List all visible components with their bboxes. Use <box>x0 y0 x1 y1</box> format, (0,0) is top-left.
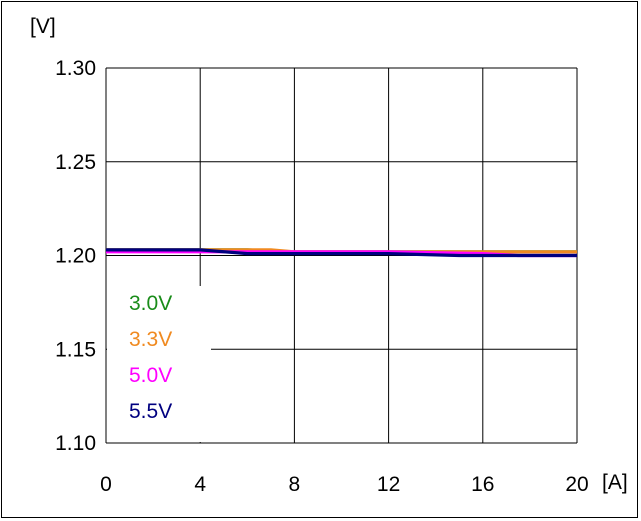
x-tick-label-4: 4 <box>194 473 206 496</box>
series-lines <box>106 248 577 258</box>
x-tick-label-12: 12 <box>377 473 400 496</box>
x-tick-label-16: 16 <box>471 473 494 496</box>
legend: 3.0V 3.3V 5.0V 5.5V <box>129 292 172 423</box>
x-tick-label-0: 0 <box>100 473 112 496</box>
y-tick-label-1.15: 1.15 <box>55 338 96 361</box>
series-line-3 <box>106 248 577 258</box>
x-tick-labels: 0 4 8 12 16 20 <box>100 473 589 496</box>
legend-entry-2: 5.0V <box>129 364 172 387</box>
x-tick-label-20: 20 <box>565 473 588 496</box>
x-axis-unit-label: [A] <box>602 471 628 494</box>
y-axis-unit-label: [V] <box>30 15 56 38</box>
y-tick-label-1.25: 1.25 <box>55 151 96 174</box>
y-tick-labels: 1.30 1.25 1.20 1.15 1.10 <box>55 57 96 455</box>
legend-entry-1: 3.3V <box>129 328 172 351</box>
y-tick-label-1.10: 1.10 <box>55 432 96 455</box>
legend-background <box>107 286 211 442</box>
x-tick-label-8: 8 <box>289 473 301 496</box>
y-tick-label-1.20: 1.20 <box>55 245 96 268</box>
legend-entry-3: 5.5V <box>129 400 172 423</box>
y-tick-label-1.30: 1.30 <box>55 57 96 80</box>
legend-entry-0: 3.0V <box>129 292 172 315</box>
